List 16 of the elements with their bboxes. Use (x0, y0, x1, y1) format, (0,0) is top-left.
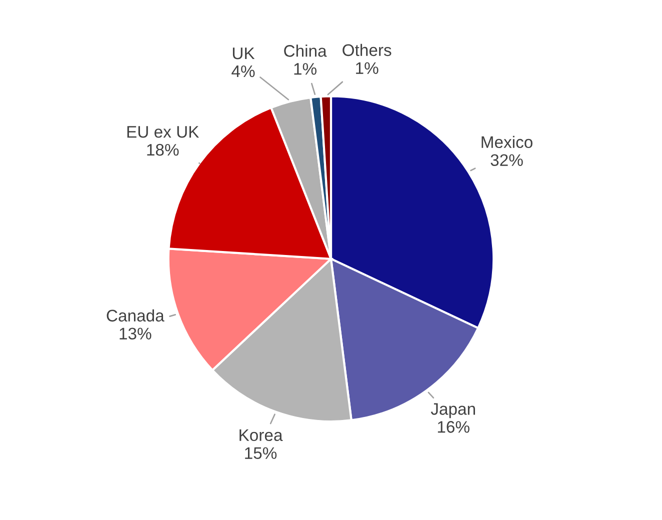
data-label: 16% (438, 421, 470, 433)
slice-label: Canada (106, 309, 164, 322)
slice-label: Others (342, 44, 392, 56)
data-label: 15% (245, 447, 277, 459)
slice-label: Korea (240, 429, 283, 442)
slice-label: UK (232, 48, 255, 60)
data-label: 4% (232, 65, 255, 78)
slice-label: Mexico (482, 136, 532, 148)
data-label: 1% (356, 62, 378, 74)
data-label: 32% (490, 154, 523, 166)
data-label: 1% (294, 63, 316, 75)
slice-label: EU ex UK (127, 126, 199, 138)
slice-label: Japan (430, 403, 475, 418)
slice-label: China (284, 44, 327, 57)
data-label: 13% (120, 328, 152, 340)
data-label: 18% (147, 144, 179, 156)
